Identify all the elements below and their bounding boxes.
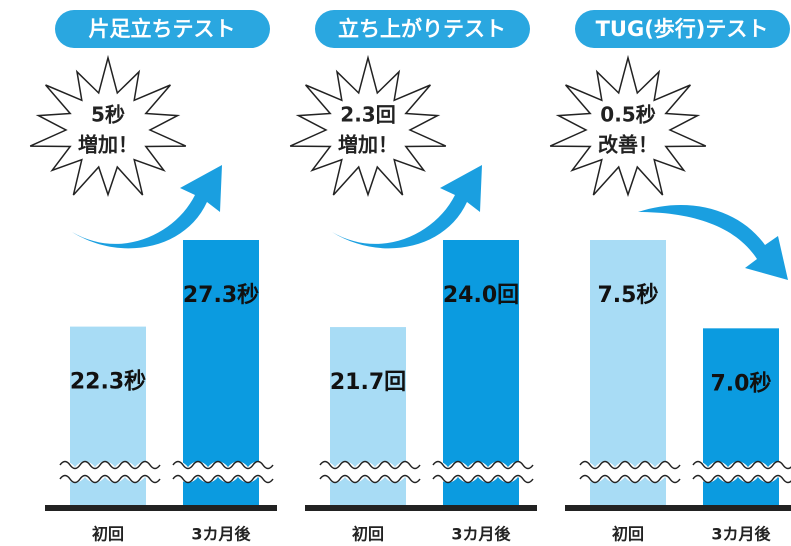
break-band [167, 461, 279, 483]
break-line [172, 474, 274, 484]
arrow [332, 165, 482, 249]
break-band [427, 461, 539, 483]
annotation: 増加！ [78, 133, 138, 157]
title-pill [315, 10, 530, 48]
annotation: 0.5秒 [600, 103, 655, 127]
break-band [687, 461, 791, 483]
bar [183, 240, 259, 505]
value-label: 7.0秒 [711, 371, 772, 396]
baseline [305, 505, 537, 511]
arrow [72, 165, 222, 249]
annotation: 5秒 [91, 103, 125, 127]
x-tick-label: 3カ月後 [451, 525, 511, 544]
annotation: 2.3回 [340, 103, 395, 127]
starburst [549, 54, 707, 197]
break-band [54, 461, 166, 483]
title-pill [55, 10, 270, 48]
break-line [319, 474, 421, 484]
arrow [638, 204, 788, 280]
starburst [289, 54, 447, 197]
bar [443, 240, 519, 505]
break-line [319, 460, 421, 470]
chart-title: TUG(歩行)テスト [596, 17, 769, 41]
value-label: 21.7回 [330, 370, 406, 395]
x-tick-label: 3カ月後 [711, 525, 771, 544]
baseline [565, 505, 791, 511]
baseline [45, 505, 277, 511]
break-band [574, 461, 686, 483]
x-tick-label: 初回 [352, 525, 384, 544]
value-label: 27.3秒 [183, 283, 259, 308]
title-pill [575, 10, 790, 48]
break-line [59, 460, 161, 470]
x-tick-label: 初回 [612, 525, 644, 544]
value-label: 7.5秒 [598, 283, 659, 308]
starburst [29, 54, 187, 197]
break-line [579, 460, 681, 470]
break-line [172, 460, 274, 470]
break-line [579, 474, 681, 484]
break-line [692, 474, 791, 484]
annotation: 増加！ [338, 133, 398, 157]
break-line [432, 474, 534, 484]
x-tick-label: 初回 [92, 525, 124, 544]
annotation: 改善！ [598, 133, 658, 157]
x-tick-label: 3カ月後 [191, 525, 251, 544]
break-line [59, 474, 161, 484]
chart-title: 片足立ちテスト [89, 17, 236, 41]
value-label: 24.0回 [443, 283, 519, 308]
value-label: 22.3秒 [70, 370, 146, 395]
chart-title: 立ち上がりテスト [338, 17, 506, 41]
break-line [432, 460, 534, 470]
break-line [692, 460, 791, 470]
bar [590, 240, 666, 505]
break-band [314, 461, 426, 483]
